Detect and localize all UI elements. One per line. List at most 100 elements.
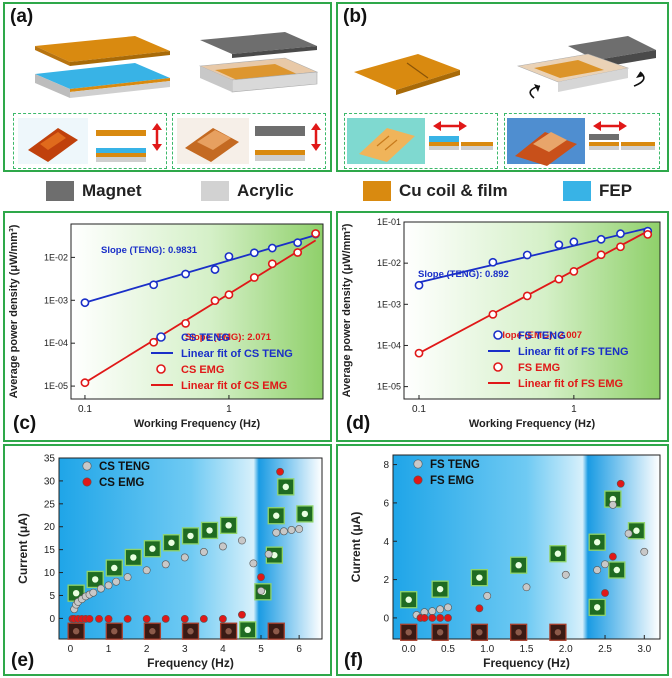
x-tick-label: 4 [220, 644, 226, 655]
panel-d: 1E-05 1E-04 1E-03 1E-02 1E-01 0.1 1 Working Fre… [336, 211, 669, 442]
legend-label: Linear fit of CS TENG [181, 348, 293, 360]
magnet-swatch [46, 181, 74, 201]
square-marker-dot-teng [405, 596, 412, 603]
y-tick-label: 30 [44, 476, 56, 487]
data-point-emg [181, 318, 190, 328]
y-axis-label: Current (μA) [16, 513, 30, 584]
panel-label-c: (c) [13, 413, 37, 434]
legend-marker [413, 475, 423, 485]
legend-marker [493, 330, 503, 340]
data-point-teng [601, 560, 609, 569]
square-marker-dot-teng [244, 626, 251, 634]
data-point-teng [97, 584, 105, 593]
panel-label-d: (d) [346, 413, 371, 434]
square-marker-dot-emg [187, 628, 194, 635]
fs-photo-inset-2 [504, 113, 660, 169]
y-tick-label: 8 [383, 460, 389, 471]
legend-acrylic: Acrylic [201, 173, 294, 209]
legend-marker [493, 362, 503, 372]
data-point-teng [123, 573, 132, 582]
cs-photo-2 [177, 118, 321, 164]
square-marker-dot-teng [111, 564, 118, 572]
cs-photo-inset-2 [172, 113, 326, 169]
legend-cu: Cu coil & film [363, 173, 508, 209]
panel-label-a: (a) [10, 6, 34, 27]
acrylic-swatch [201, 181, 229, 201]
data-point-teng [249, 559, 258, 568]
slope-annotation-emg: Slope (EMG): 2.071 [185, 332, 272, 343]
panel-label-b: (b) [343, 6, 368, 27]
legend-label: FS EMG [430, 475, 474, 487]
square-marker-dot-teng [149, 545, 156, 552]
panel-label-e: (e) [11, 650, 35, 671]
y-tick-label: 10 [44, 568, 56, 579]
y-axis-label: Average power density (μW/mm³) [8, 224, 20, 398]
data-point-emg [643, 229, 653, 239]
cs-top-copper-layer [35, 36, 170, 62]
x-tick-label: 2 [144, 644, 150, 655]
data-point-emg [420, 614, 429, 622]
panel-c: 1E-05 1E-04 1E-03 1E-02 0.1 1 Working Frequenc… [3, 211, 332, 442]
data-point-teng [264, 550, 273, 559]
data-point-emg [428, 614, 437, 622]
square-marker-dot-emg [273, 628, 280, 635]
x-tick-label: 2.5 [598, 644, 612, 655]
x-tick-label: 1.5 [520, 644, 534, 655]
data-point-emg [149, 337, 159, 347]
data-point-teng [414, 280, 424, 290]
data-point-emg [257, 573, 265, 582]
legend-label: FS TENG [430, 459, 480, 471]
y-tick-label: 1E-02 [377, 258, 401, 268]
data-point-emg [210, 296, 220, 306]
x-tick-label: 5 [258, 644, 264, 655]
data-point-teng [287, 526, 296, 534]
data-point-teng [569, 237, 579, 247]
data-point-teng [112, 577, 121, 586]
y-tick-label: 5 [49, 591, 55, 602]
square-marker-dot-teng [301, 510, 309, 518]
cu-swatch [363, 181, 391, 201]
legend-fep-label: FEP [599, 181, 633, 200]
legend-label: CS TENG [99, 461, 150, 473]
x-axis-label: Frequency (Hz) [483, 656, 570, 670]
data-point-emg [554, 274, 564, 284]
data-point-teng [161, 560, 170, 569]
panel-b: (b) [336, 2, 669, 172]
fs-photo-1 [347, 118, 493, 164]
x-tick-label: 0.1 [78, 404, 92, 415]
square-marker-dot-teng [515, 562, 522, 569]
y-tick-label: 15 [44, 545, 56, 556]
square-marker-dot-emg [225, 628, 232, 635]
square-marker-dot-teng [609, 495, 617, 503]
data-point-teng [593, 566, 602, 574]
data-point-emg [293, 248, 303, 257]
x-tick-label: 3 [182, 644, 188, 655]
legend-marker [156, 332, 166, 342]
y-tick-label: 35 [44, 454, 56, 465]
legend-cu-label: Cu coil & film [399, 181, 508, 200]
square-marker-dot-emg [515, 629, 522, 636]
y-tick-label: 1E-01 [377, 217, 401, 227]
data-point-teng [522, 250, 532, 260]
x-tick-label: 3.0 [637, 644, 651, 655]
data-point-emg [85, 614, 94, 623]
current-chart-cs: 0 5 10 15 20 25 30 35 0 1 2 3 4 5 6 Frequency (Hz) Curre… [16, 454, 323, 670]
y-axis-label: Average power density (μW/mm³) [341, 223, 353, 397]
data-point-teng [257, 586, 265, 595]
data-point-teng [210, 265, 220, 274]
square-marker-dot-teng [92, 576, 99, 583]
fit-line-teng [418, 227, 648, 284]
square-marker-dot-teng [554, 550, 562, 557]
legend-label: FS TENG [518, 330, 566, 342]
power-density-chart-fs: 1E-05 1E-04 1E-03 1E-02 1E-01 0.1 1 Working Fre… [341, 217, 661, 430]
y-tick-label: 1E-02 [44, 252, 68, 262]
square-marker-dot-teng [593, 539, 601, 546]
cs-device-illustration [35, 32, 319, 98]
slope-annotation-teng: Slope (TENG): 0.9831 [101, 245, 198, 256]
fit-line-teng [84, 234, 316, 304]
plot-area [403, 221, 661, 400]
fs-copper-film [354, 54, 460, 90]
legend-label: CS TENG [181, 332, 230, 344]
data-point-teng [181, 269, 190, 279]
data-point-emg [80, 378, 90, 388]
